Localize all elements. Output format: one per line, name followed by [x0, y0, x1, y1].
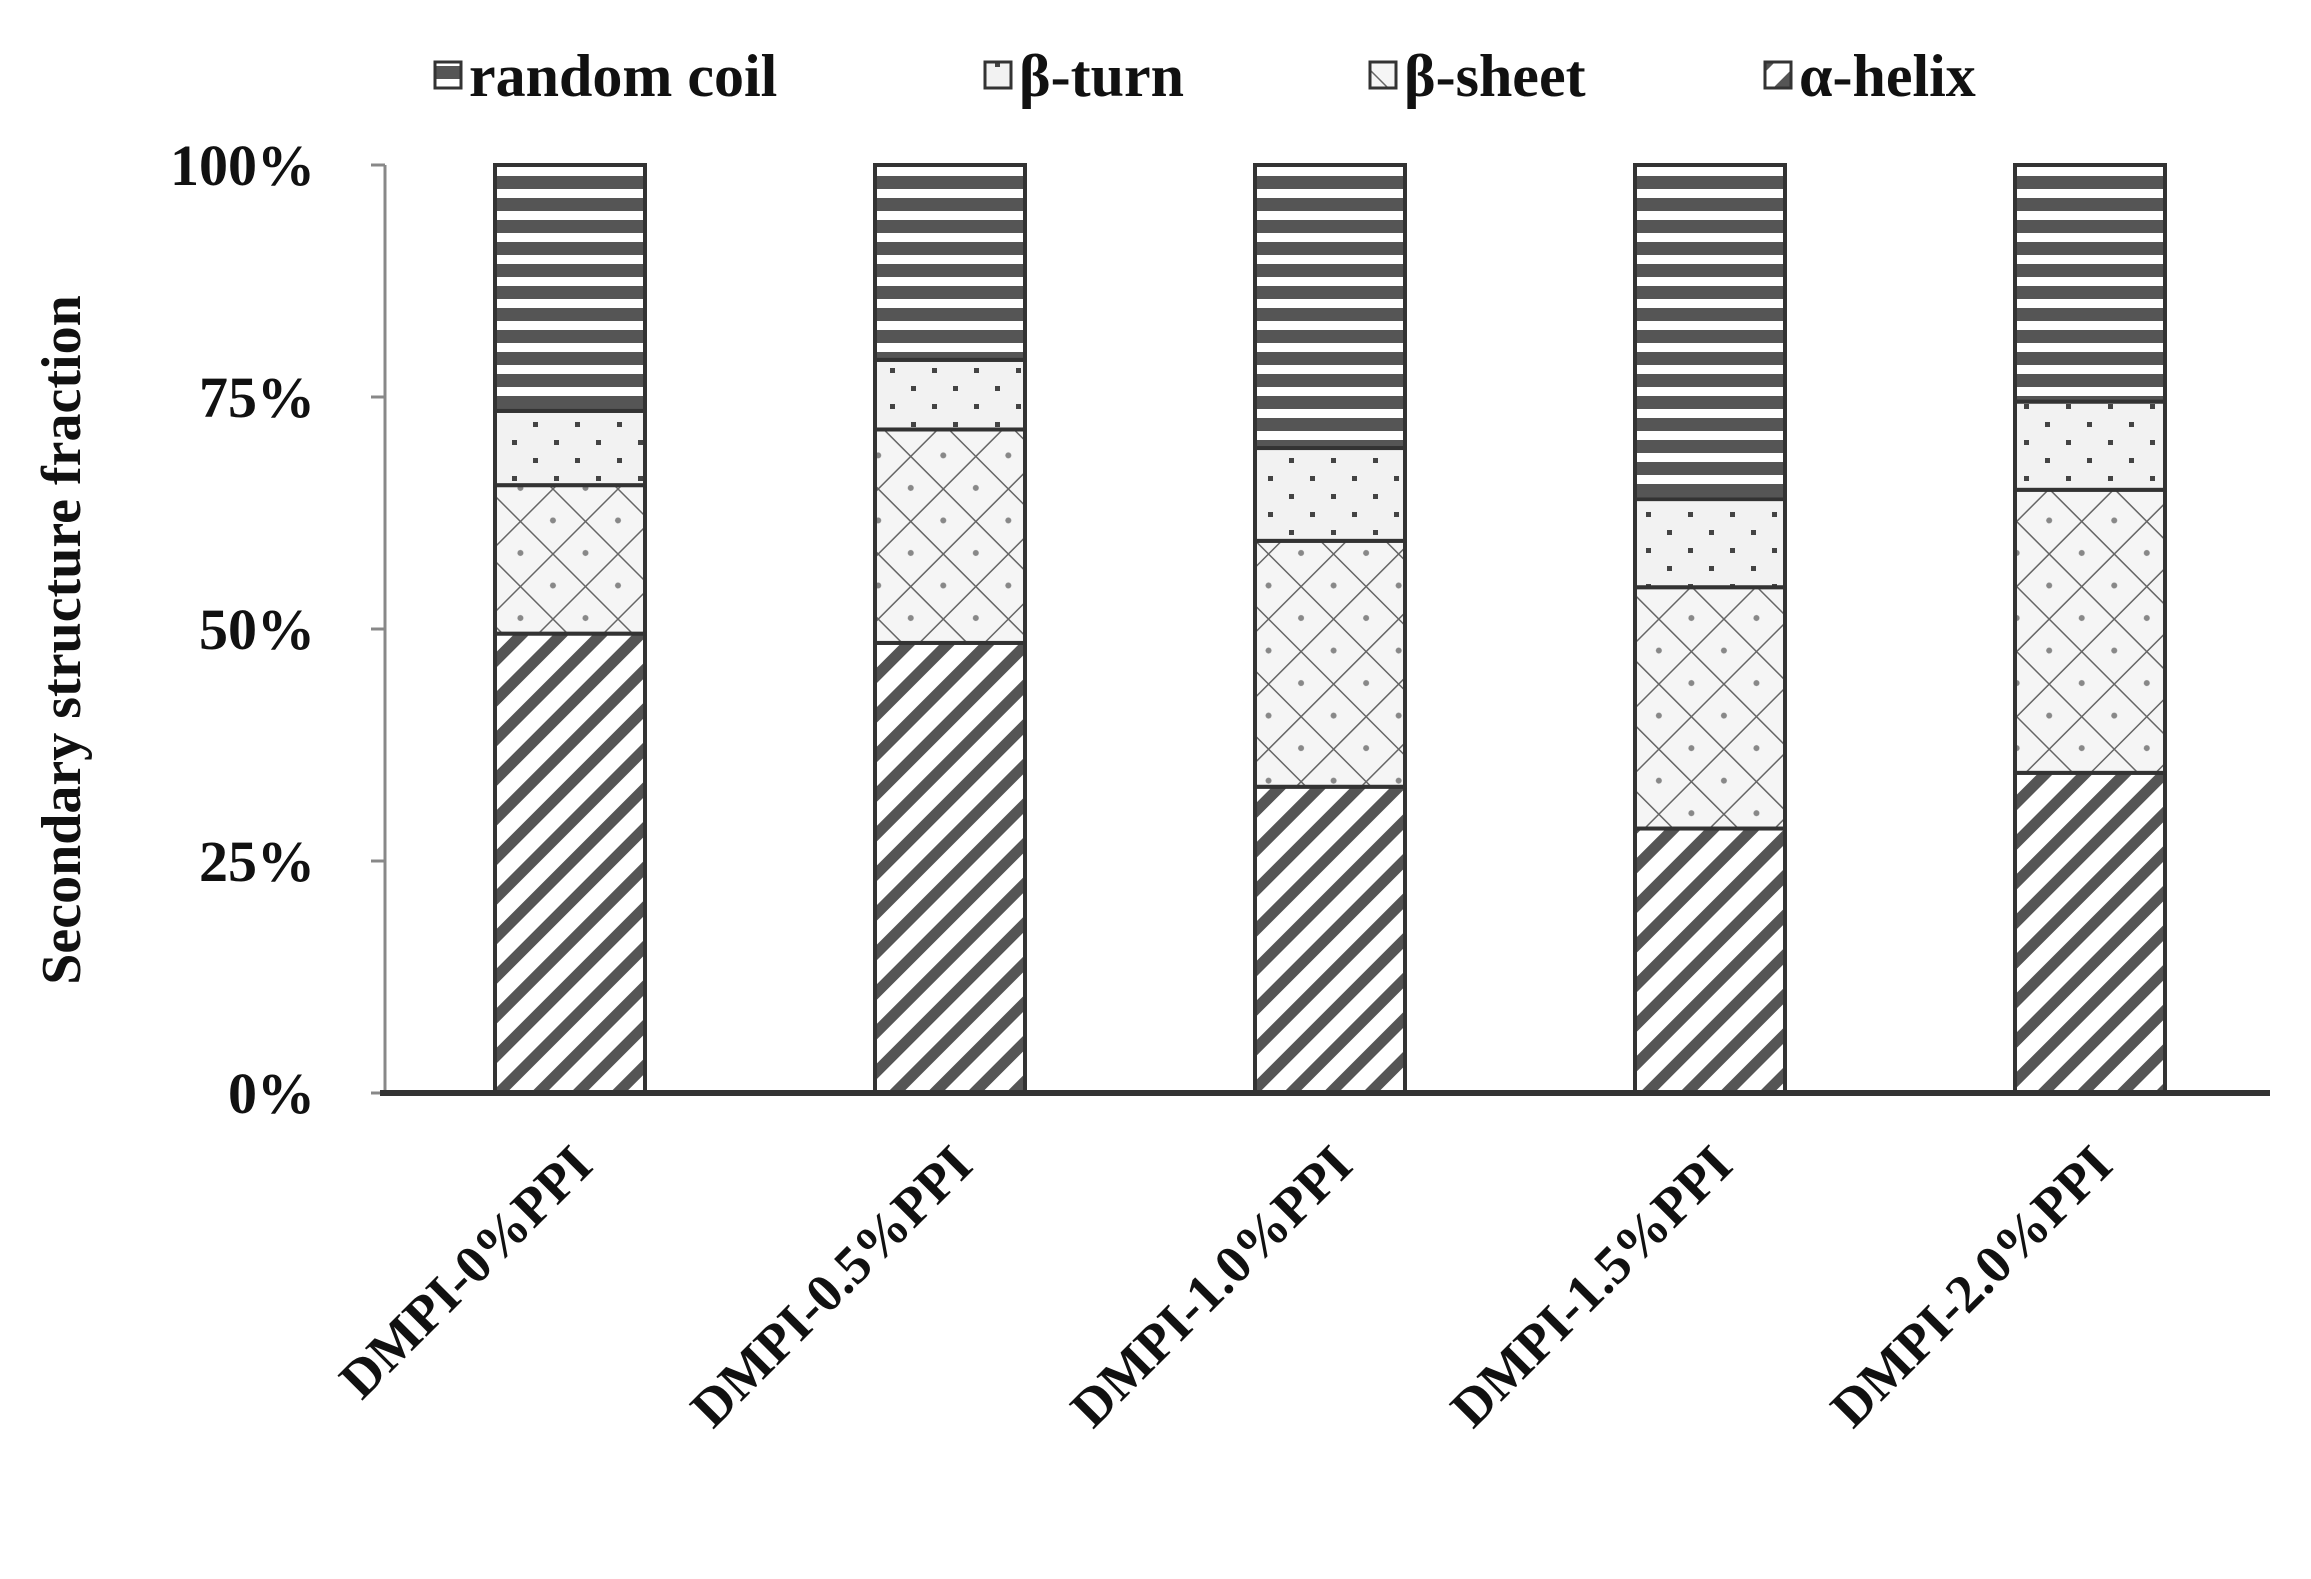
x-category-label: DMPI-1.5%PPI	[1439, 1134, 1743, 1438]
y-tick-label: 50%	[199, 597, 315, 662]
legend-swatch	[983, 60, 1013, 90]
y-axis-title: Secondary structure fraction	[31, 295, 93, 985]
bar-segment-random-coil-dmpi-2-0pctppi	[2013, 163, 2167, 404]
legend-swatch	[1763, 60, 1793, 90]
legend-label: α-helix	[1799, 43, 1976, 109]
legend: random coil β-turn β-sheet α-helix	[433, 43, 1976, 109]
bar-stack-dmpi-0-5pctppi	[873, 163, 1027, 1095]
bar-segment-random-coil-dmpi-1-0pctppi	[1253, 163, 1407, 451]
bar-segment-alpha-helix-dmpi-0pctppi	[493, 631, 647, 1095]
bar-segment-beta-turn-dmpi-2-0pctppi	[2013, 399, 2167, 492]
bar-segment-alpha-helix-dmpi-1-5pctppi	[1633, 826, 1787, 1096]
bar-segment-beta-turn-dmpi-1-0pctppi	[1253, 446, 1407, 543]
x-category-label: DMPI-2.0%PPI	[1819, 1134, 2123, 1438]
y-axis: 0% 25% 50% 75% 100%	[170, 133, 387, 1126]
bar-segment-alpha-helix-dmpi-2-0pctppi	[2013, 770, 2167, 1096]
y-tick-label: 25%	[199, 829, 315, 894]
bar-segment-beta-turn-dmpi-0pctppi	[493, 408, 647, 488]
bar-stack-dmpi-0pctppi	[493, 163, 647, 1095]
y-tick-label: 100%	[170, 133, 315, 198]
legend-item-beta-sheet: β-sheet	[1368, 43, 1586, 109]
bar-segment-beta-sheet-dmpi-0-5pctppi	[873, 427, 1027, 645]
legend-item-random-coil: random coil	[433, 43, 777, 109]
bar-segment-beta-turn-dmpi-0-5pctppi	[873, 357, 1027, 432]
bar-stack-dmpi-2-0pctppi	[2013, 163, 2167, 1096]
x-category-label: DMPI-1.0%PPI	[1059, 1134, 1363, 1438]
y-tick-label: 75%	[199, 365, 315, 430]
legend-label: random coil	[469, 43, 777, 109]
bar-stack-dmpi-1-0pctppi	[1253, 163, 1407, 1095]
bar-segment-beta-sheet-dmpi-1-0pctppi	[1253, 538, 1407, 789]
legend-label: β-sheet	[1404, 43, 1586, 109]
bars-group	[493, 163, 2167, 1096]
bar-segment-random-coil-dmpi-1-5pctppi	[1633, 163, 1787, 502]
x-category-label: DMPI-0.5%PPI	[679, 1134, 983, 1438]
bar-segment-beta-sheet-dmpi-2-0pctppi	[2013, 487, 2167, 775]
legend-label: β-turn	[1019, 43, 1184, 109]
legend-item-alpha-helix: α-helix	[1763, 43, 1976, 109]
legend-item-beta-turn: β-turn	[983, 43, 1184, 109]
bar-segment-alpha-helix-dmpi-0-5pctppi	[873, 640, 1027, 1095]
bar-segment-beta-sheet-dmpi-1-5pctppi	[1633, 585, 1787, 831]
bar-segment-beta-sheet-dmpi-0pctppi	[493, 483, 647, 636]
x-category-label: DMPI-0%PPI	[328, 1134, 604, 1410]
bar-segment-alpha-helix-dmpi-1-0pctppi	[1253, 784, 1407, 1095]
y-tick-label: 0%	[228, 1061, 315, 1126]
bar-stack-dmpi-1-5pctppi	[1633, 163, 1787, 1096]
bar-segment-random-coil-dmpi-0pctppi	[493, 163, 647, 413]
legend-swatch	[1368, 60, 1398, 90]
x-axis: DMPI-0%PPI DMPI-0.5%PPI DMPI-1.0%PPI DMPI-1…	[328, 1090, 2270, 1438]
bar-segment-random-coil-dmpi-0-5pctppi	[873, 163, 1027, 362]
bar-segment-beta-turn-dmpi-1-5pctppi	[1633, 497, 1787, 590]
legend-swatch	[433, 60, 463, 90]
